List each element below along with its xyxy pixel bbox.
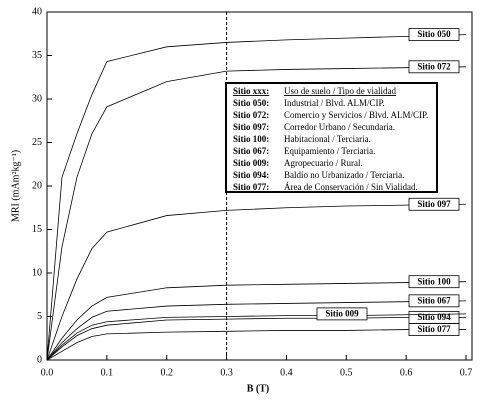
legend-desc: Agropecuario / Rural. [284,158,363,168]
legend-desc: Comercio y Servicios / Blvd. ALM/CIP. [284,110,428,120]
line-label: Sitio 094 [417,312,451,322]
x-tick-label: 0.5 [340,367,353,378]
legend-key: Sitio 094: [233,170,269,180]
x-tick-label: 0.3 [220,367,233,378]
y-tick-label: 5 [37,311,42,322]
line-label-box [408,28,460,42]
x-tick-label: 0.0 [41,367,54,378]
x-tick-label: 0.4 [280,367,293,378]
line-label: Sitio 050 [417,29,451,39]
legend-desc: Baldío no Urbanizado / Terciaria. [284,170,404,180]
legend-key: Sitio 050: [233,98,269,108]
line-label-box [316,307,368,321]
line-label: Sitio 097 [417,199,451,209]
legend-desc: Uso de suelo / Tipo de vialidad [284,86,396,96]
line-label-box [408,294,460,308]
series-line [46,66,467,361]
series-line [46,203,467,361]
y-tick-label: 10 [32,267,42,278]
x-tick-label: 0.6 [400,367,413,378]
legend-desc: Equipamiento / Terciaria. [284,146,375,156]
y-tick-label: 25 [32,137,42,148]
line-label: Sitio 072 [417,61,451,71]
line-label: Sitio 067 [417,295,451,305]
series-line [46,281,467,361]
series-line [46,313,467,361]
y-tick-label: 0 [37,354,42,365]
series-line [46,316,467,361]
y-axis-label: MRI (mAm²kg⁻¹) [10,150,21,222]
y-tick-label: 15 [32,224,42,235]
line-label: Sitio 100 [417,276,451,286]
series-line [46,300,467,361]
x-tick-label: 0.2 [160,367,173,378]
legend-desc: Área de Conservación / Sin Vialidad. [284,182,418,192]
legend-key: Sitio 097: [233,122,269,132]
line-label-box [408,323,460,336]
line-label-box [408,60,460,74]
y-tick-label: 20 [32,180,42,191]
x-tick-label: 0.7 [460,367,473,378]
x-axis-label: B (T) [247,383,270,394]
y-tick-label: 30 [32,93,42,104]
x-tick-label: 0.1 [101,367,114,378]
legend-key: Sitio 077: [233,182,269,192]
legend-desc: Corredor Urbano / Secundaria. [284,122,395,132]
line-label: Sitio 077 [417,324,451,334]
line-label-box [408,197,460,211]
line-label-box [408,275,460,289]
series-line [46,329,467,361]
legend-key: Sitio 072: [233,110,269,120]
legend-key: Sitio 009: [233,158,269,168]
y-tick-label: 35 [32,50,42,61]
line-label: Sitio 009 [325,308,359,318]
legend-box [225,82,438,193]
y-tick-label: 40 [32,6,42,17]
legend-key: Sitio xxx: [233,86,269,96]
legend-key: Sitio 067: [233,146,269,156]
legend-key: Sitio 100: [233,134,269,144]
legend-desc: Habitacional / Terciaria. [284,134,371,144]
series-line [46,34,467,361]
legend-desc: Industrial / Blvd. ALM/CIP. [284,98,385,108]
